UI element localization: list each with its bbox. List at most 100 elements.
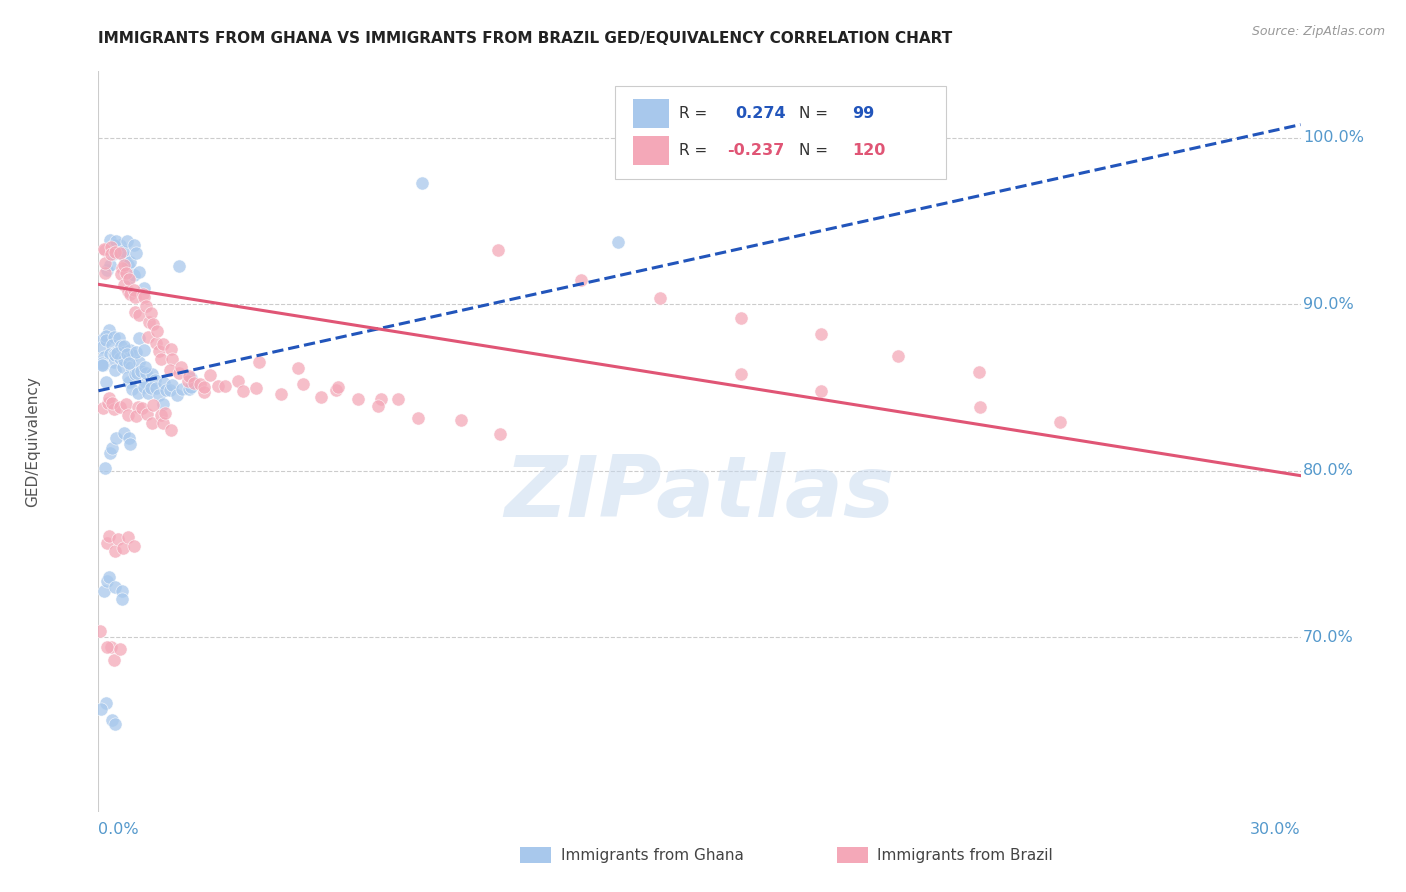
Point: [169, 259, 191, 273]
Point: [155, 383, 177, 397]
Text: 90.0%: 90.0%: [1303, 297, 1354, 312]
Text: R =: R =: [679, 106, 713, 121]
Point: [170, 359, 193, 374]
Point: [193, 385, 215, 400]
Point: [136, 386, 159, 401]
Point: [177, 374, 200, 388]
Point: [135, 376, 157, 390]
Point: [193, 379, 215, 393]
Point: [170, 382, 193, 396]
Point: [124, 345, 146, 359]
Point: [325, 383, 347, 397]
Point: [730, 368, 752, 382]
Point: [122, 539, 145, 553]
Point: [131, 401, 153, 415]
Text: 120: 120: [852, 143, 886, 158]
Point: [730, 310, 752, 325]
Point: [91, 358, 114, 372]
Point: [104, 348, 127, 362]
Point: [111, 592, 134, 607]
Point: [127, 385, 149, 400]
Point: [90, 356, 112, 370]
Bar: [633, 99, 669, 128]
Point: [287, 361, 309, 376]
Point: [177, 368, 200, 383]
Point: [270, 387, 292, 401]
Text: R =: R =: [679, 143, 713, 158]
Point: [153, 376, 176, 391]
Point: [188, 376, 211, 391]
Point: [118, 272, 141, 286]
Point: [406, 411, 429, 425]
Point: [120, 254, 142, 268]
Point: [94, 461, 117, 475]
Point: [114, 250, 136, 264]
Point: [117, 285, 139, 299]
Point: [145, 381, 167, 395]
Text: IMMIGRANTS FROM GHANA VS IMMIGRANTS FROM BRAZIL GED/EQUIVALENCY CORRELATION CHAR: IMMIGRANTS FROM GHANA VS IMMIGRANTS FROM…: [98, 31, 953, 46]
Text: 0.0%: 0.0%: [98, 822, 139, 837]
Point: [134, 380, 156, 394]
Point: [96, 640, 118, 655]
Point: [810, 327, 832, 342]
Point: [124, 290, 146, 304]
Point: [183, 376, 205, 391]
Point: [121, 382, 143, 396]
Point: [152, 417, 174, 431]
Point: [90, 702, 112, 716]
Point: [100, 247, 122, 261]
Point: [108, 641, 131, 656]
Point: [132, 287, 155, 301]
Point: [159, 383, 181, 397]
Point: [94, 333, 117, 347]
Point: [411, 176, 433, 190]
Point: [118, 287, 141, 301]
Point: [148, 388, 170, 402]
Point: [207, 379, 229, 393]
FancyBboxPatch shape: [616, 87, 946, 178]
Point: [100, 640, 122, 655]
Point: [387, 392, 409, 406]
Point: [127, 401, 149, 415]
Point: [97, 396, 120, 410]
Point: [145, 336, 167, 351]
Point: [101, 338, 124, 352]
Point: [104, 244, 127, 259]
Point: [122, 268, 145, 282]
Point: [108, 246, 131, 260]
Point: [118, 375, 141, 389]
Point: [101, 713, 124, 727]
Point: [103, 401, 125, 416]
Point: [1049, 415, 1071, 429]
Point: [98, 234, 121, 248]
Point: [91, 340, 114, 354]
Point: [93, 242, 115, 256]
Point: [160, 343, 183, 357]
Point: [150, 351, 173, 366]
Point: [94, 696, 117, 710]
Point: [132, 290, 155, 304]
Point: [91, 359, 114, 373]
Point: [93, 266, 115, 280]
Point: [96, 574, 118, 589]
Point: [103, 653, 125, 667]
Point: [94, 375, 117, 389]
Point: [138, 330, 160, 344]
Point: [135, 366, 157, 380]
Bar: [633, 136, 669, 165]
Point: [115, 347, 138, 361]
Point: [180, 371, 202, 385]
Point: [101, 442, 124, 456]
Point: [104, 716, 127, 731]
Text: 0.274: 0.274: [735, 106, 786, 121]
Point: [367, 399, 389, 413]
Point: [153, 407, 176, 421]
Point: [128, 331, 150, 345]
Point: [104, 234, 127, 248]
Point: [118, 431, 141, 445]
Point: [100, 240, 122, 254]
Point: [292, 377, 315, 392]
Point: [98, 446, 121, 460]
Point: [134, 343, 156, 358]
Point: [120, 360, 142, 375]
